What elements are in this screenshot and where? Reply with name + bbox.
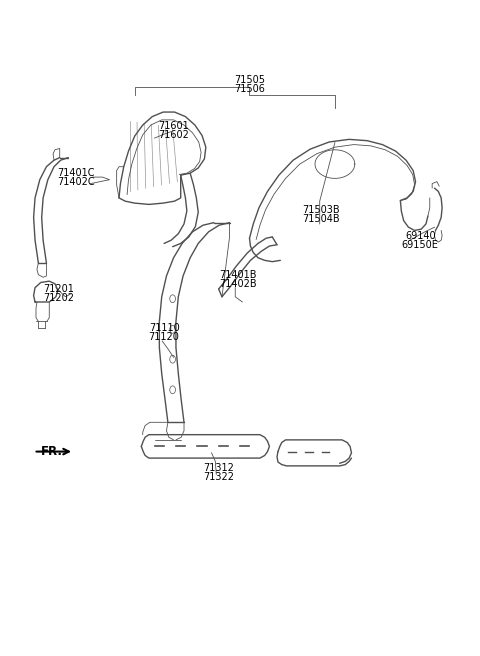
Text: 71401C: 71401C <box>58 168 95 178</box>
Text: FR.: FR. <box>41 445 63 458</box>
Text: 71503B: 71503B <box>302 205 339 215</box>
Text: 71312: 71312 <box>203 463 234 473</box>
Text: 71602: 71602 <box>158 131 189 140</box>
Text: 69150E: 69150E <box>402 239 439 250</box>
Text: 71601: 71601 <box>158 121 189 131</box>
Text: 71505: 71505 <box>234 75 265 85</box>
Text: 71110: 71110 <box>149 323 180 333</box>
Text: 71201: 71201 <box>43 284 74 294</box>
Text: 71402C: 71402C <box>58 177 95 188</box>
Text: 71504B: 71504B <box>302 214 339 224</box>
Text: 71322: 71322 <box>203 472 234 482</box>
Text: 71202: 71202 <box>43 293 74 303</box>
Text: 71506: 71506 <box>234 83 265 94</box>
Text: 71120: 71120 <box>149 332 180 342</box>
Text: 71401B: 71401B <box>219 270 256 279</box>
Text: 71402B: 71402B <box>219 279 256 289</box>
Text: 69140: 69140 <box>405 231 436 241</box>
